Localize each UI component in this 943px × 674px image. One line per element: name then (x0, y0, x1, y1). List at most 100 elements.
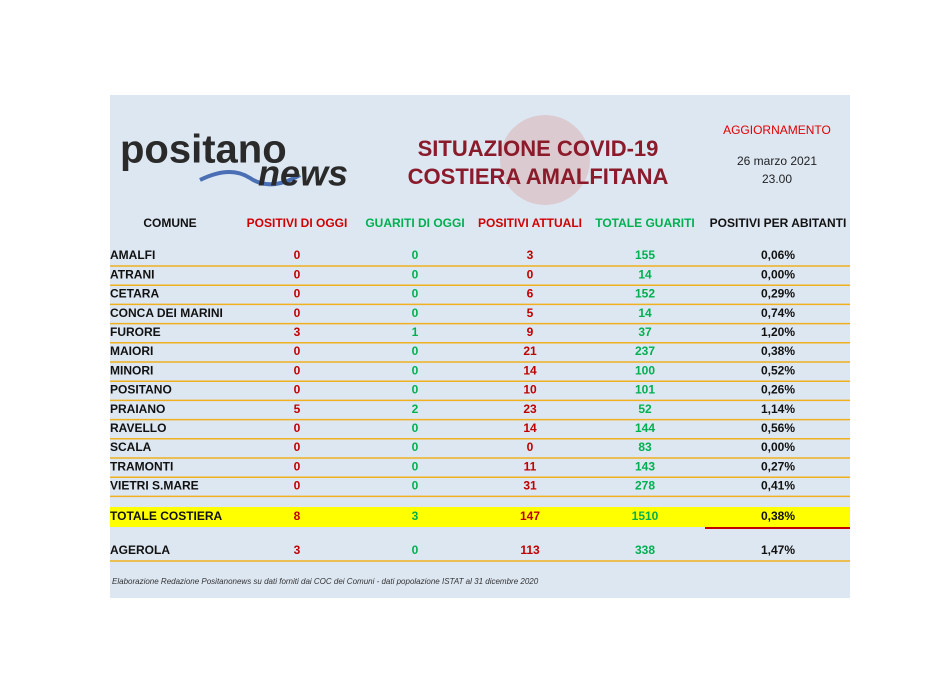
cell: 0,56% (761, 421, 795, 435)
cell: 0 (412, 363, 419, 377)
cell: 0 (527, 267, 534, 281)
cell: 0 (294, 383, 301, 397)
cell: 9 (527, 325, 534, 339)
cell: 0 (294, 306, 301, 320)
row-label: CONCA DEI MARINI (110, 306, 223, 320)
cell: 3 (412, 509, 419, 523)
cell: 1,20% (761, 325, 795, 339)
update-time: 23.00 (762, 172, 792, 186)
cell: 0,38% (761, 344, 795, 358)
column-header: POSITIVI ATTUALI (478, 216, 582, 230)
column-header: POSITIVI PER ABITANTI (710, 216, 847, 230)
cell: 278 (635, 479, 655, 493)
cell: 14 (638, 267, 652, 281)
cell: 152 (635, 287, 655, 301)
cell: 83 (638, 440, 652, 454)
cell: 0,06% (761, 248, 795, 262)
logo-bottom: news (258, 153, 348, 194)
row-label: RAVELLO (110, 421, 166, 435)
cell: 0 (412, 383, 419, 397)
row-label: ATRANI (110, 267, 154, 281)
total-highlight (110, 507, 850, 527)
cell: 0,26% (761, 383, 795, 397)
cell: 0 (294, 421, 301, 435)
cell: 100 (635, 363, 655, 377)
cell: 0,00% (761, 267, 795, 281)
column-header: GUARITI DI OGGI (365, 216, 464, 230)
cell: 0 (412, 248, 419, 262)
logo-swoosh (199, 170, 301, 187)
cell: 0 (412, 440, 419, 454)
row-label: CETARA (110, 287, 159, 301)
cell: 5 (527, 306, 534, 320)
cell: 8 (294, 509, 301, 523)
cell: 0 (412, 421, 419, 435)
cell: 1,47% (761, 543, 795, 557)
cell: 155 (635, 248, 655, 262)
cell: 0 (294, 440, 301, 454)
logo-top: positano (120, 128, 287, 172)
row-label: MINORI (110, 363, 153, 377)
cell: 0 (412, 287, 419, 301)
cell: 0,41% (761, 479, 795, 493)
cell: 0 (412, 543, 419, 557)
title-line: SITUAZIONE COVID-19 (418, 136, 659, 161)
row-label: MAIORI (110, 344, 153, 358)
cell: 0 (412, 344, 419, 358)
cell: 0 (412, 479, 419, 493)
cell: 11 (524, 459, 537, 473)
column-header: POSITIVI DI OGGI (247, 216, 348, 230)
cell: 0 (412, 306, 419, 320)
cell: 1 (412, 325, 419, 339)
row-label: POSITANO (110, 383, 172, 397)
cell: 37 (638, 325, 652, 339)
cell: 0 (527, 440, 534, 454)
cell: 147 (520, 509, 540, 523)
cell: 1510 (632, 509, 659, 523)
cell: 5 (294, 402, 301, 416)
row-label: FURORE (110, 325, 161, 339)
row-label: TOTALE COSTIERA (110, 509, 223, 523)
row-label: TRAMONTI (110, 459, 173, 473)
cell: 0,00% (761, 440, 795, 454)
cell: 143 (635, 459, 655, 473)
cell: 101 (635, 383, 655, 397)
footnote: Elaborazione Redazione Positanonews su d… (112, 577, 539, 586)
cell: 3 (527, 248, 534, 262)
cell: 144 (635, 421, 655, 435)
cell: 23 (523, 402, 537, 416)
cell: 0,74% (761, 306, 795, 320)
cell: 0 (412, 267, 419, 281)
cell: 10 (523, 383, 537, 397)
cell: 0 (294, 363, 301, 377)
cell: 3 (294, 543, 301, 557)
cell: 2 (412, 402, 419, 416)
cell: 21 (523, 344, 537, 358)
cell: 0 (294, 344, 301, 358)
cell: 3 (294, 325, 301, 339)
title-line: COSTIERA AMALFITANA (408, 164, 669, 189)
cell: 1,14% (761, 402, 795, 416)
cell: 338 (635, 543, 655, 557)
cell: 0,38% (761, 509, 795, 523)
virus-image (500, 115, 590, 205)
row-label: AMALFI (110, 248, 155, 262)
cell: 0 (294, 479, 301, 493)
cell: 52 (638, 402, 652, 416)
update-label: AGGIORNAMENTO (723, 123, 831, 137)
cell: 14 (523, 421, 537, 435)
cell: 113 (520, 543, 540, 557)
cell: 0 (294, 248, 301, 262)
column-header: TOTALE GUARITI (595, 216, 695, 230)
cell: 0,29% (761, 287, 795, 301)
column-header: COMUNE (143, 216, 196, 230)
row-label: SCALA (110, 440, 152, 454)
cell: 237 (635, 344, 655, 358)
cell: 0,27% (761, 459, 795, 473)
cell: 0 (412, 459, 419, 473)
row-label: VIETRI S.MARE (110, 479, 199, 493)
row-label: AGEROLA (110, 543, 170, 557)
update-date: 26 marzo 2021 (737, 154, 817, 168)
